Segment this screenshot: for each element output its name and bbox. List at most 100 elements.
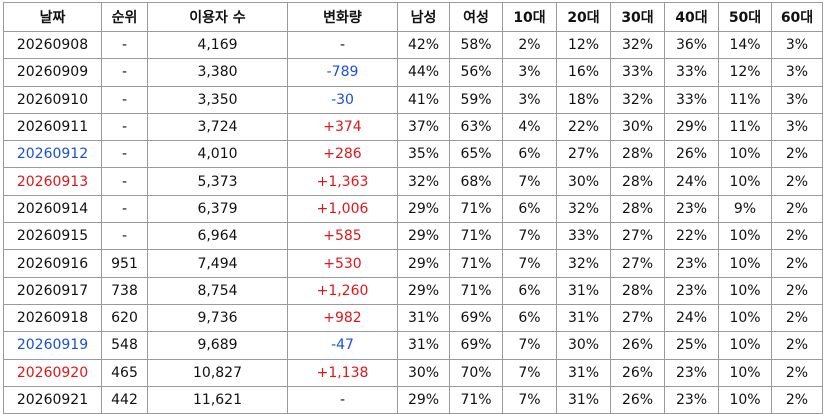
cell: 2% [771,385,823,414]
cell: - [101,167,148,196]
cell: 9,736 [147,303,288,333]
cell: 27% [610,303,665,333]
table-row: 20260911-3,724 +374 37% 63% 4% 22% 30% 29% 11% 3% [3,112,823,142]
cell: 29% [664,112,719,142]
table-row: 20260913-5,373 +1,363 32% 68% 7% 30% 28% 24% 10%… [3,167,823,196]
cell: 11% [718,85,772,114]
header-cell: 남성 [397,2,450,32]
cell: 2% [771,140,823,169]
cell: - [101,194,148,224]
cell: 465 [101,358,148,387]
cell: 2% [771,249,823,278]
table-row: 20260917 738 8,754 +1,260 29% 71% 6% 31% 28% 23% 1… [3,276,823,305]
cell: 10% [718,331,772,360]
table-row: 20260912-4,010 +286 35% 65% 6% 27% 28% 26% 10% 2% [3,140,823,169]
cell: 7% [502,331,557,360]
cell: 6,379 [147,194,288,224]
cell: +1,006 [287,194,398,224]
cell: 4% [502,112,557,142]
cell: 25% [664,331,719,360]
cell: 6% [502,194,557,224]
cell: - [101,112,148,142]
table-header: 날짜 순위 이용자 수 변화량 남성 여성 10대 20대 30대 40대 50대 60대 [3,2,823,32]
cell: 4,169 [147,30,288,60]
cell: 442 [101,385,148,414]
cell: 28% [610,167,665,196]
header-cell: 날짜 [3,2,102,32]
cell: 620 [101,303,148,333]
cell: -30 [287,85,398,114]
cell: 20260912 [3,140,102,169]
cell: 3,350 [147,85,288,114]
cell: 5,373 [147,167,288,196]
cell: 28% [610,194,665,224]
cell: 20260921 [3,385,102,414]
cell: 27% [610,249,665,278]
cell: 8,754 [147,276,288,305]
header-row: 날짜 순위 이용자 수 변화량 남성 여성 10대 20대 30대 40대 50대 60대 [3,2,823,32]
cell: -47 [287,331,398,360]
cell: 33% [610,58,665,87]
cell: 29% [397,222,450,251]
cell: 44% [397,58,450,87]
cell: 27% [610,222,665,251]
cell: 65% [449,140,503,169]
cell: 32% [610,85,665,114]
cell: 10% [718,167,772,196]
cell: 4,010 [147,140,288,169]
cell: 20260915 [3,222,102,251]
cell: 2% [771,331,823,360]
cell: - [101,30,148,60]
table-row: 20260909-3,380 -789 44% 56% 3% 16% 33% 33% 12% 3% [3,58,823,87]
cell: 59% [449,85,503,114]
table-row: 20260914-6,379 +1,006 29% 71% 6% 32% 28% 23% 9% 2… [3,194,823,224]
cell: 32% [556,249,611,278]
cell: 14% [718,30,772,60]
cell: 31% [556,303,611,333]
cell: 7% [502,385,557,414]
table-row: 20260919 548 9,689 -47 31% 69% 7% 30% 26% 25% 10% 2… [3,331,823,360]
cell: 10% [718,385,772,414]
cell: +982 [287,303,398,333]
cell: 20260914 [3,194,102,224]
table-row: 20260920 465 10,827 +1,138 30% 70% 7% 31% 26% 23%… [3,358,823,387]
cell: 30% [610,112,665,142]
cell: 11% [718,112,772,142]
cell: 27% [556,140,611,169]
cell: +530 [287,249,398,278]
cell: 26% [610,331,665,360]
cell: 31% [397,303,450,333]
cell: +1,138 [287,358,398,387]
cell: 7,494 [147,249,288,278]
cell: 68% [449,167,503,196]
cell: 7% [502,358,557,387]
table-row: 20260910-3,350 -30 41% 59% 3% 18% 32% 33% 11% 3% [3,85,823,114]
cell: 10% [718,249,772,278]
cell: 18% [556,85,611,114]
header-cell: 20대 [556,2,611,32]
header-cell: 순위 [101,2,148,32]
cell: +1,363 [287,167,398,196]
cell: 23% [664,358,719,387]
cell: 56% [449,58,503,87]
table-row: 20260916 951 7,494 +530 29% 71% 7% 32% 27% 23% 10%… [3,249,823,278]
cell: 29% [397,385,450,414]
cell: 20260919 [3,331,102,360]
cell: 2% [771,222,823,251]
cell: 28% [610,276,665,305]
cell: 6% [502,303,557,333]
cell: +585 [287,222,398,251]
cell: 32% [556,194,611,224]
cell: 20260916 [3,249,102,278]
cell: 70% [449,358,503,387]
cell: +1,260 [287,276,398,305]
cell: 71% [449,222,503,251]
cell: 23% [664,385,719,414]
cell: 24% [664,303,719,333]
cell: 10,827 [147,358,288,387]
cell: 7% [502,167,557,196]
cell: 22% [556,112,611,142]
cell: 3,380 [147,58,288,87]
cell: - [287,30,398,60]
cell: 26% [664,140,719,169]
